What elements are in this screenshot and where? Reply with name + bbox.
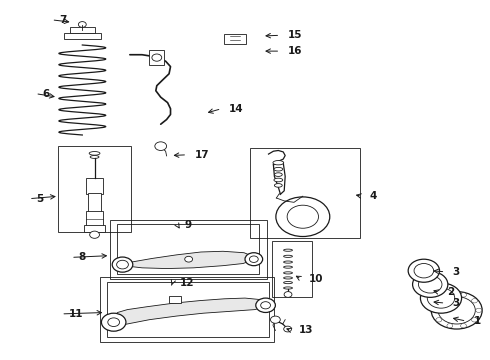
Bar (250, 148, 360, 238)
Circle shape (284, 292, 292, 297)
Circle shape (112, 257, 133, 272)
Circle shape (427, 288, 455, 308)
Text: 16: 16 (288, 46, 302, 56)
Circle shape (155, 142, 167, 150)
Bar (70, 27, 95, 33)
Bar (64, 33, 101, 39)
Bar (86, 178, 103, 194)
Bar (224, 34, 246, 44)
Text: 2: 2 (447, 287, 454, 297)
Circle shape (90, 231, 99, 238)
Bar (110, 220, 267, 279)
Text: 9: 9 (185, 220, 192, 230)
Bar (117, 224, 259, 274)
Text: 11: 11 (69, 309, 83, 319)
Circle shape (476, 308, 482, 312)
Circle shape (101, 313, 126, 331)
Ellipse shape (284, 261, 293, 263)
Circle shape (256, 298, 275, 312)
Circle shape (78, 22, 86, 27)
Circle shape (461, 293, 466, 297)
Ellipse shape (284, 272, 293, 274)
Text: 4: 4 (369, 191, 377, 201)
Ellipse shape (284, 282, 293, 284)
Bar (88, 193, 101, 212)
Ellipse shape (89, 152, 100, 155)
Circle shape (461, 324, 466, 328)
Circle shape (447, 293, 453, 297)
Text: 15: 15 (288, 30, 302, 40)
Ellipse shape (274, 178, 283, 182)
Circle shape (276, 197, 330, 237)
Circle shape (261, 302, 270, 309)
Text: 8: 8 (78, 252, 86, 262)
Circle shape (287, 205, 318, 228)
Circle shape (432, 308, 438, 312)
Bar (149, 50, 164, 65)
Circle shape (471, 318, 477, 322)
Text: 14: 14 (229, 104, 244, 114)
Text: 5: 5 (36, 194, 44, 204)
Text: 1: 1 (474, 316, 481, 326)
Text: 7: 7 (59, 15, 66, 25)
Circle shape (270, 316, 280, 323)
Ellipse shape (273, 161, 284, 165)
Circle shape (414, 264, 434, 278)
Text: 3: 3 (453, 298, 460, 308)
Text: 3: 3 (453, 267, 460, 277)
Circle shape (185, 256, 193, 262)
Text: 13: 13 (299, 325, 314, 336)
Circle shape (245, 253, 263, 266)
Bar (84, 225, 105, 232)
Bar (100, 277, 274, 342)
Circle shape (408, 259, 440, 282)
Text: 12: 12 (180, 278, 195, 288)
Polygon shape (123, 251, 253, 269)
Circle shape (438, 297, 475, 324)
Circle shape (152, 54, 162, 61)
Circle shape (447, 324, 453, 328)
Circle shape (108, 318, 120, 327)
Circle shape (436, 318, 442, 322)
Ellipse shape (284, 255, 293, 257)
Ellipse shape (274, 167, 283, 171)
Circle shape (420, 283, 462, 313)
Polygon shape (114, 298, 266, 327)
Text: 17: 17 (195, 150, 209, 160)
Circle shape (431, 292, 482, 329)
Bar (58, 146, 131, 232)
Circle shape (471, 299, 477, 303)
Ellipse shape (284, 277, 293, 279)
Circle shape (117, 260, 128, 269)
Bar (169, 296, 181, 303)
Ellipse shape (284, 249, 293, 251)
Bar (86, 211, 103, 227)
Circle shape (418, 276, 442, 293)
Bar (107, 282, 269, 337)
Ellipse shape (274, 173, 282, 176)
Ellipse shape (284, 266, 293, 268)
Text: 10: 10 (309, 274, 323, 284)
Bar (272, 241, 312, 297)
Circle shape (436, 299, 442, 303)
Ellipse shape (274, 184, 282, 187)
Circle shape (284, 326, 292, 332)
Ellipse shape (90, 156, 99, 158)
Circle shape (413, 271, 448, 297)
Ellipse shape (284, 287, 293, 289)
Text: 6: 6 (43, 89, 50, 99)
Circle shape (249, 256, 258, 262)
